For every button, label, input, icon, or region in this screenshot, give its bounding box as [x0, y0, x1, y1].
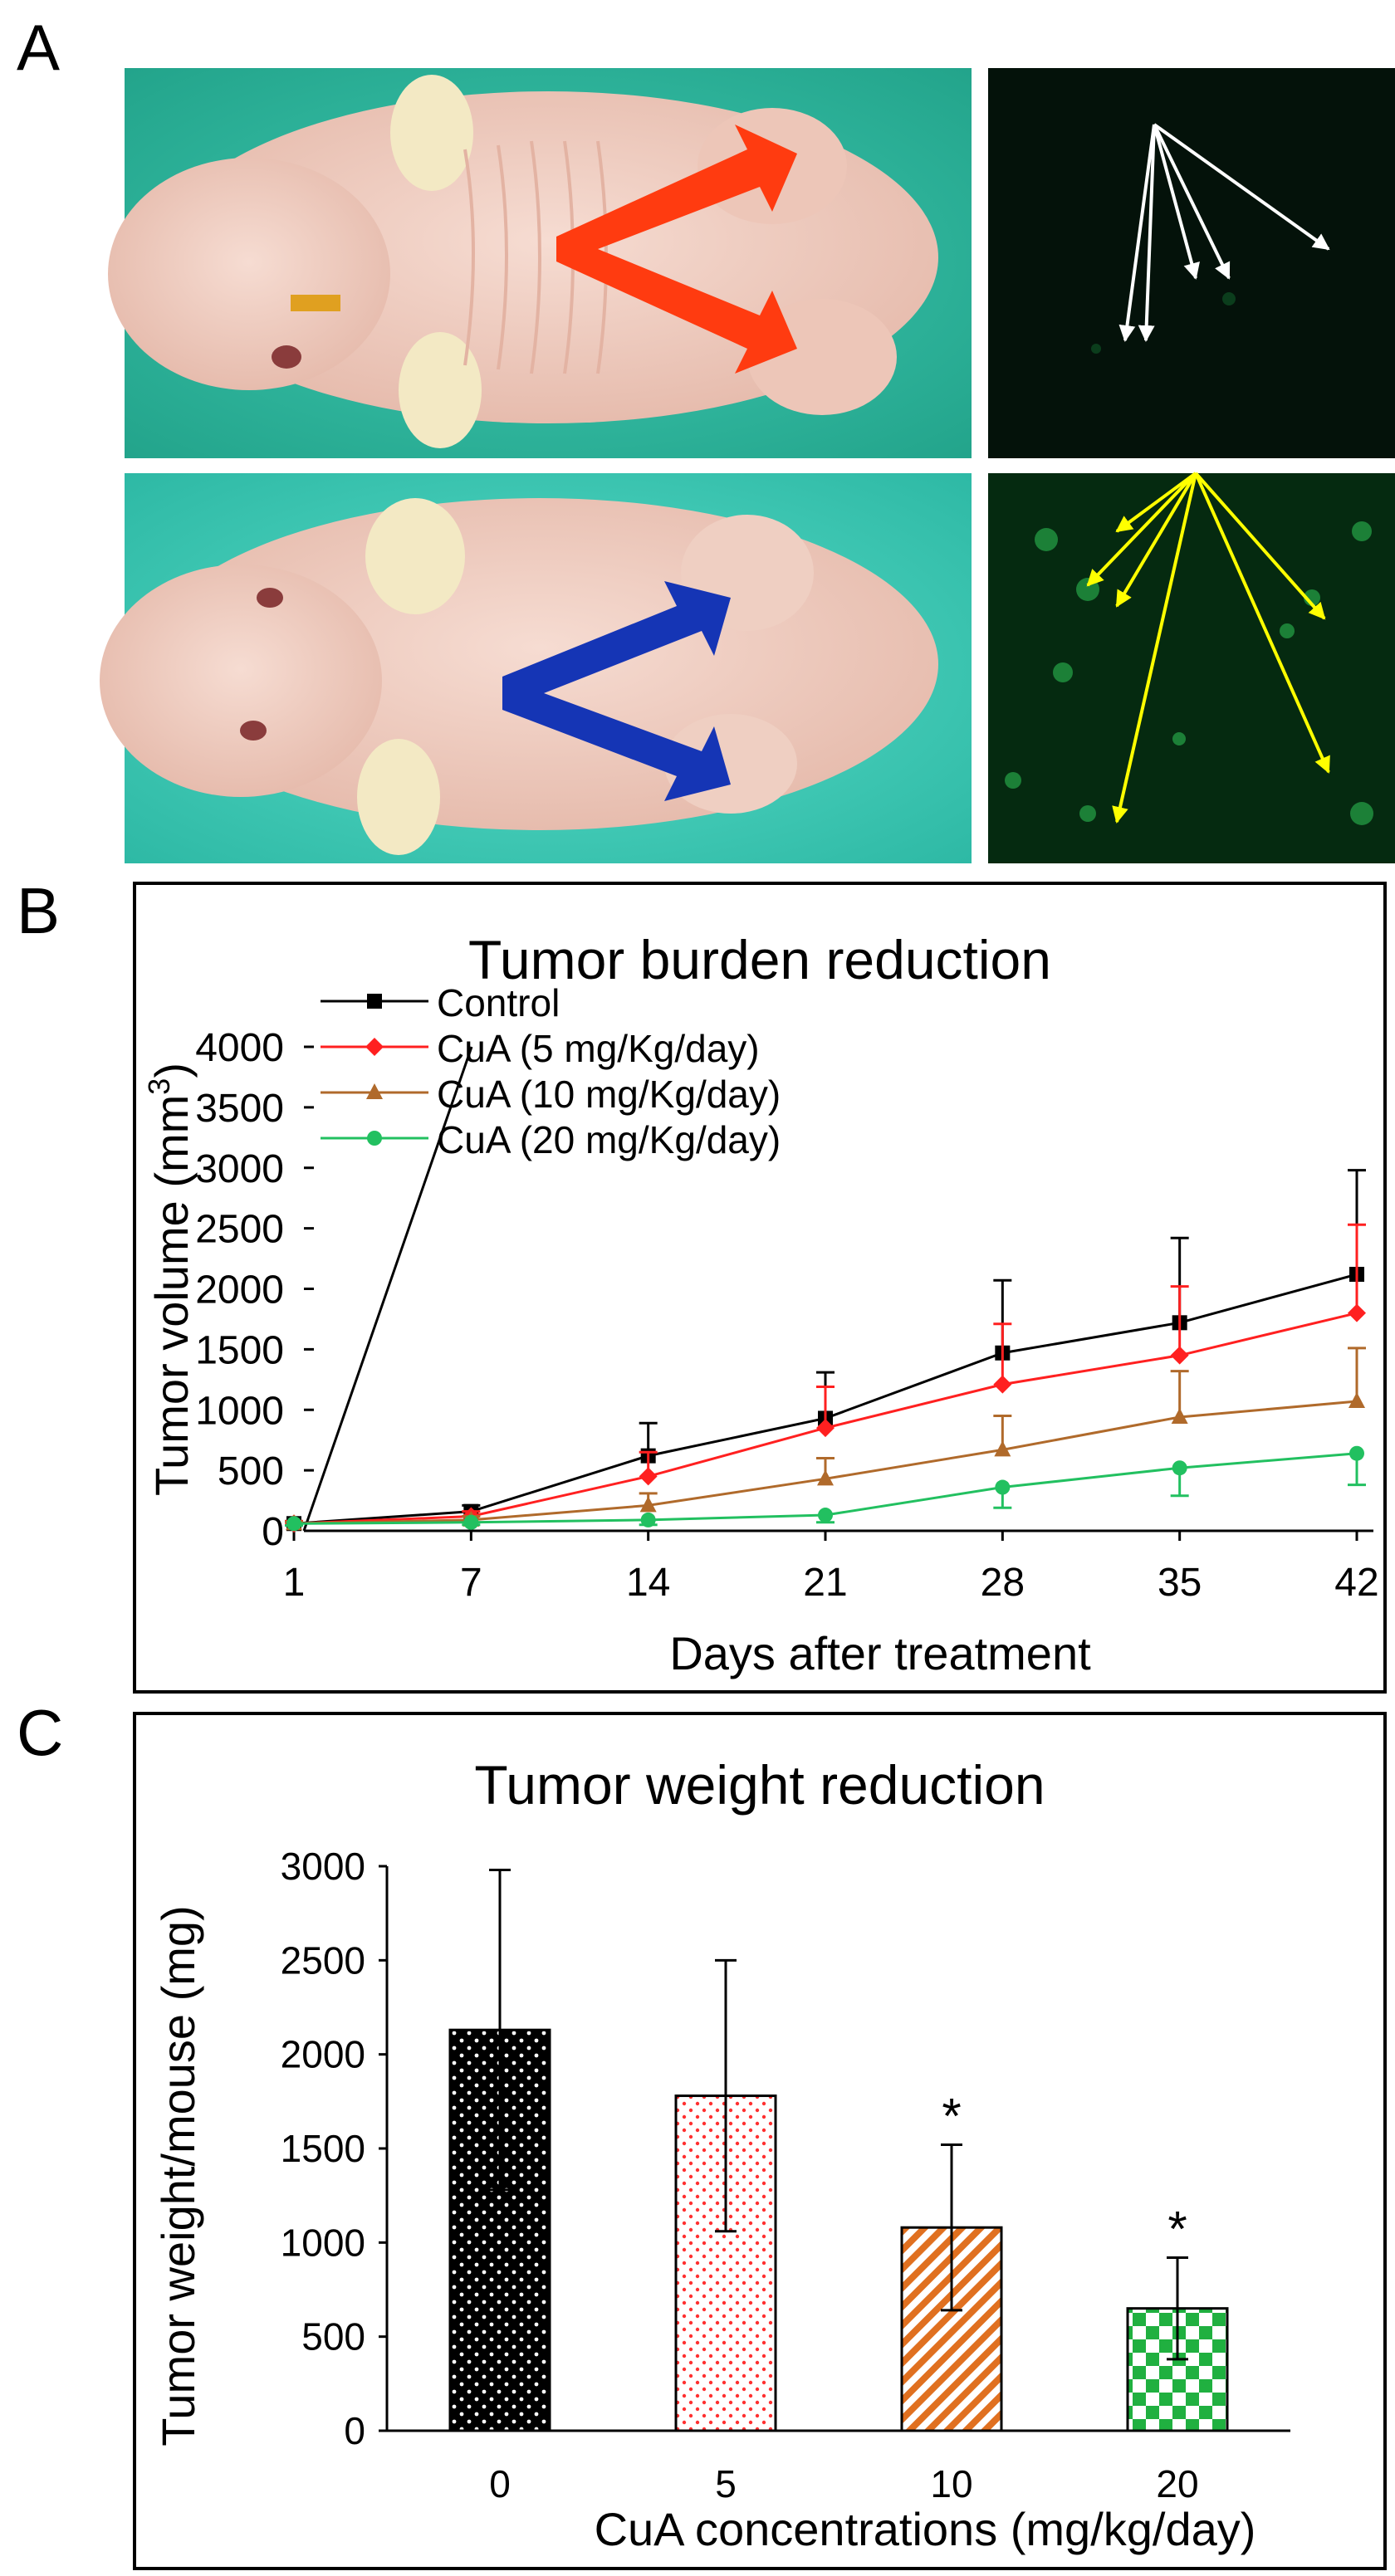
treated-fluorescence-image: [988, 472, 1395, 863]
chart-b-data-point: [1348, 1303, 1366, 1322]
chart-b-x-tick-label: 14: [626, 1561, 670, 1605]
tumor-weight-bar-chart: Tumor weight/mouse (mg) CuA concentratio…: [152, 1845, 1290, 2555]
chart-b-y-tick-label: 0: [262, 1510, 284, 1554]
chart-c-category-label: 20: [1156, 2462, 1198, 2505]
chart-b-y-axis: [302, 1046, 473, 1532]
chart-c-y-axis-label: Tumor weight/mouse (mg): [152, 1905, 204, 2446]
chart-b-data-point: [1171, 1407, 1188, 1424]
chart-b-y-label-main: Tumor volume (mm: [145, 1095, 198, 1496]
chart-b-y-label-sup: 3: [142, 1078, 176, 1095]
chart-b-legend-marker: [366, 1083, 383, 1099]
chart-b-legend-marker: [367, 994, 382, 1009]
chart-c-significance-marker: *: [1167, 2201, 1187, 2256]
control-fluorescence-image: [988, 68, 1395, 458]
chart-c-category-label: 0: [489, 2462, 511, 2505]
chart-b-data-point: [639, 1467, 658, 1486]
chart-b-y-tick-label: 3500: [195, 1087, 284, 1131]
chart-b-legend-label: CuA (20 mg/Kg/day): [437, 1118, 781, 1161]
chart-b-legend-label: CuA (5 mg/Kg/day): [437, 1027, 760, 1070]
chart-c-y-tick-label: 3000: [281, 1845, 365, 1888]
chart-b-y-tick-label: 4000: [195, 1026, 284, 1070]
panel-c-label: C: [17, 1696, 64, 1769]
chart-b-x-tick-label: 7: [460, 1561, 482, 1605]
chart-b-y-axis-label: Tumor volume (mm3): [142, 1063, 198, 1496]
chart-b-x-tick-label: 35: [1158, 1561, 1202, 1605]
chart-c-category-label: 5: [715, 2462, 737, 2505]
red-arrow-shape: [556, 125, 797, 374]
control-mouse-photo: [108, 68, 972, 458]
chart-b-y-label-end: ): [145, 1063, 198, 1078]
chart-c-bar-group: 5: [674, 1958, 777, 2505]
chart-b-x-axis-label: Days after treatment: [669, 1627, 1091, 1679]
chart-b-data-point: [818, 1508, 833, 1523]
chart-c-y-tick-label: 2000: [281, 2033, 365, 2076]
treated-mouse-photo: [100, 473, 972, 863]
chart-b-data-point: [640, 1512, 656, 1528]
chart-b-data-point: [817, 1469, 834, 1486]
chart-c-y-tick-label: 0: [344, 2409, 365, 2452]
chart-c-y-tick-label: 2500: [281, 1938, 365, 1982]
chart-b-x-tick-label: 28: [981, 1561, 1025, 1605]
chart-b-title: Tumor burden reduction: [468, 929, 1051, 990]
chart-c-y-tick-label: 500: [301, 2315, 365, 2358]
chart-b-data-point: [1170, 1346, 1189, 1365]
chart-b-y-tick-label: 1000: [195, 1389, 284, 1433]
chart-b-series-3: [285, 1445, 1366, 1532]
chart-b-data-point: [639, 1496, 657, 1513]
chart-b-data-point: [286, 1516, 301, 1532]
svg-text:Tumor volume (mm3): Tumor volume (mm3): [142, 1063, 198, 1496]
chart-b-x-tick-label: 42: [1334, 1561, 1378, 1605]
chart-c-bar-group: 10 *: [900, 2088, 1003, 2505]
chart-b-y-tick-label: 2000: [195, 1268, 284, 1312]
chart-c-y-tick-label: 1000: [281, 2221, 365, 2264]
chart-b-x-tick-label: 1: [283, 1561, 306, 1605]
chart-b-legend-label: Control: [437, 981, 560, 1024]
mouse-photographs: [100, 68, 1395, 863]
chart-b-data-point: [995, 1479, 1011, 1495]
chart-b-legend-label: CuA (10 mg/Kg/day): [437, 1073, 781, 1116]
panel-b-label: B: [17, 874, 61, 947]
chart-b-data-point: [994, 1440, 1011, 1457]
chart-b-data-point: [1348, 1392, 1365, 1409]
blue-arrow-shape: [502, 581, 731, 801]
tumor-volume-line-chart: Tumor volume (mm3) Days after treatment …: [142, 981, 1379, 1679]
chart-c-x-axis-label: CuA concentrations (mg/kg/day): [595, 2503, 1256, 2555]
chart-b-legend-marker: [367, 1131, 382, 1146]
chart-b-data-point: [816, 1419, 835, 1438]
chart-c-bar-group: 20 *: [1126, 2201, 1229, 2505]
chart-b-legend-marker: [365, 1038, 384, 1056]
chart-b-y-tick-label: 1500: [195, 1328, 284, 1372]
chart-b-data-point: [1349, 1445, 1364, 1461]
chart-b-y-tick-label: 3000: [195, 1147, 284, 1191]
chart-b-x-tick-label: 21: [803, 1561, 847, 1605]
chart-b-y-tick-label: 500: [218, 1449, 284, 1493]
chart-b-y-tick-label: 2500: [195, 1208, 284, 1252]
chart-b-data-point: [1172, 1460, 1187, 1476]
chart-b-frame: Tumor burden reduction Tumor volume (mm3…: [133, 882, 1387, 1694]
chart-c-category-label: 10: [930, 2462, 972, 2505]
chart-c-frame: Tumor weight reduction Tumor weight/mous…: [133, 1712, 1387, 2570]
chart-c-significance-marker: *: [942, 2088, 961, 2143]
panel-a-label: A: [17, 11, 61, 84]
chart-b-data-point: [463, 1514, 479, 1530]
chart-b-data-point: [993, 1375, 1012, 1394]
chart-c-title: Tumor weight reduction: [474, 1754, 1045, 1816]
chart-c-bar-group: 0: [448, 1869, 551, 2505]
chart-c-y-tick-label: 1500: [281, 2127, 365, 2170]
